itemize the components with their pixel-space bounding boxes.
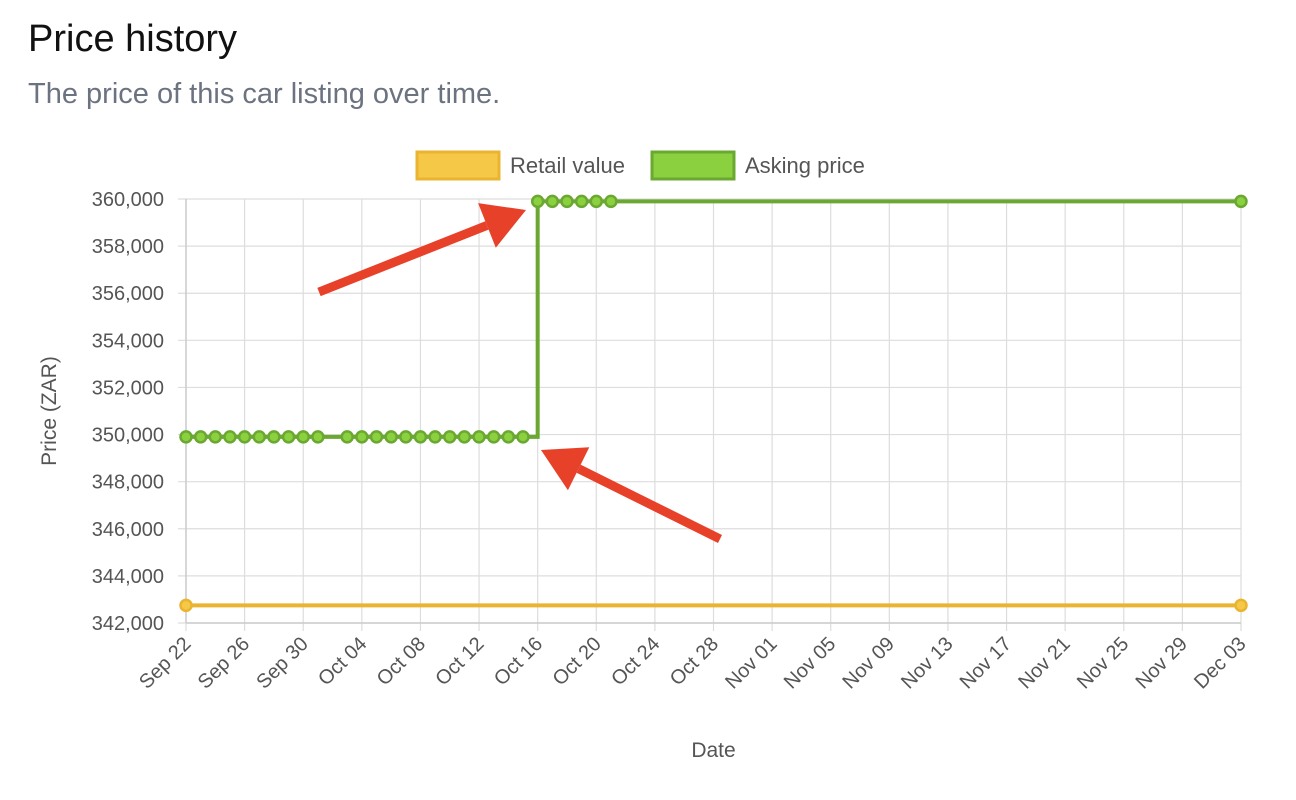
y-tick-label: 360,000 xyxy=(92,189,164,211)
y-tick-label: 354,000 xyxy=(92,330,164,352)
x-tick-label: Oct 04 xyxy=(314,633,371,690)
retail-value-legend-swatch xyxy=(415,150,501,181)
asking-price-point xyxy=(267,430,281,444)
x-tick-label: Nov 09 xyxy=(838,633,898,693)
x-tick-label: Oct 28 xyxy=(666,633,723,690)
x-tick-label: Nov 13 xyxy=(897,633,957,693)
asking-price-point xyxy=(208,430,223,444)
chart-series xyxy=(179,194,1248,613)
retail-value-legend-label: Retail value xyxy=(510,153,625,178)
asking-price-point xyxy=(457,430,472,444)
asking-price-point xyxy=(1234,194,1248,209)
asking-price-legend-swatch xyxy=(650,150,736,181)
asking-price-point xyxy=(516,430,530,444)
page-subtitle: The price of this car listing over time. xyxy=(28,78,501,110)
chart-axes: 342,000 344,000 346,000 348,000 350,000 352,0… xyxy=(38,189,1251,762)
asking-price-point xyxy=(545,194,560,209)
asking-price-point xyxy=(369,430,384,444)
page-title: Price history xyxy=(28,18,238,60)
x-tick-label: Oct 20 xyxy=(549,633,606,690)
x-tick-label: Nov 29 xyxy=(1132,633,1192,693)
x-tick-label: Sep 22 xyxy=(135,633,195,693)
y-tick-label: 344,000 xyxy=(92,566,164,588)
asking-price-point xyxy=(179,430,193,444)
x-tick-label: Nov 25 xyxy=(1073,633,1133,693)
chart-annotations xyxy=(317,203,723,544)
asking-price-point xyxy=(486,430,501,444)
x-tick-label: Oct 08 xyxy=(373,633,430,690)
asking-price-point xyxy=(428,430,442,444)
x-tick-label: Nov 05 xyxy=(780,633,840,693)
asking-price-point xyxy=(574,194,589,209)
x-tick-label: Oct 12 xyxy=(431,633,488,690)
asking-price-point xyxy=(311,430,325,444)
y-tick-label: 356,000 xyxy=(92,283,164,305)
y-tick-label: 348,000 xyxy=(92,472,164,494)
annotation-arrow-upper-head xyxy=(478,203,526,248)
annotation-arrow-upper-shaft xyxy=(317,221,489,297)
asking-price-point xyxy=(472,430,486,444)
retail-value-point xyxy=(179,598,193,613)
x-tick-label: Dec 03 xyxy=(1190,633,1250,693)
y-tick-label: 346,000 xyxy=(92,519,164,541)
asking-price-point xyxy=(560,194,574,209)
x-tick-label: Sep 30 xyxy=(252,633,312,693)
y-axis-title: Price (ZAR) xyxy=(38,356,61,466)
y-tick-label: 342,000 xyxy=(92,613,164,635)
annotation-arrow-lower-shaft xyxy=(576,464,723,544)
x-axis-title: Date xyxy=(691,739,735,762)
x-tick-label: Nov 01 xyxy=(721,633,781,693)
asking-price-legend-label: Asking price xyxy=(745,153,865,178)
annotation-arrow-lower-head xyxy=(541,447,590,491)
asking-price-point xyxy=(604,194,618,209)
asking-price-point xyxy=(413,430,428,444)
x-tick-label: Sep 26 xyxy=(194,633,254,693)
asking-price-point xyxy=(399,430,413,444)
x-tick-label: Oct 24 xyxy=(607,633,664,690)
asking-price-point xyxy=(589,194,604,209)
asking-price-point xyxy=(193,430,208,444)
asking-price-point xyxy=(237,430,252,444)
asking-price-point xyxy=(355,430,369,444)
chart-grid xyxy=(178,198,1242,631)
y-tick-label: 352,000 xyxy=(92,377,164,399)
x-tick-label: Oct 16 xyxy=(490,633,547,690)
asking-price-point xyxy=(281,430,296,444)
y-tick-label: 350,000 xyxy=(92,425,164,447)
x-tick-label: Nov 21 xyxy=(1014,633,1074,693)
asking-price-point xyxy=(501,430,516,444)
asking-price-point xyxy=(340,430,354,444)
y-tick-label: 358,000 xyxy=(92,236,164,258)
asking-price-point xyxy=(443,430,457,444)
asking-price-point xyxy=(223,430,237,444)
asking-price-point xyxy=(296,430,310,444)
asking-price-point xyxy=(530,194,545,209)
asking-price-point xyxy=(384,430,398,444)
x-tick-label: Nov 17 xyxy=(956,633,1016,693)
chart-legend[interactable]: Retail value Asking price xyxy=(415,150,865,181)
asking-price-point xyxy=(252,430,267,444)
retail-value-point xyxy=(1234,598,1248,613)
